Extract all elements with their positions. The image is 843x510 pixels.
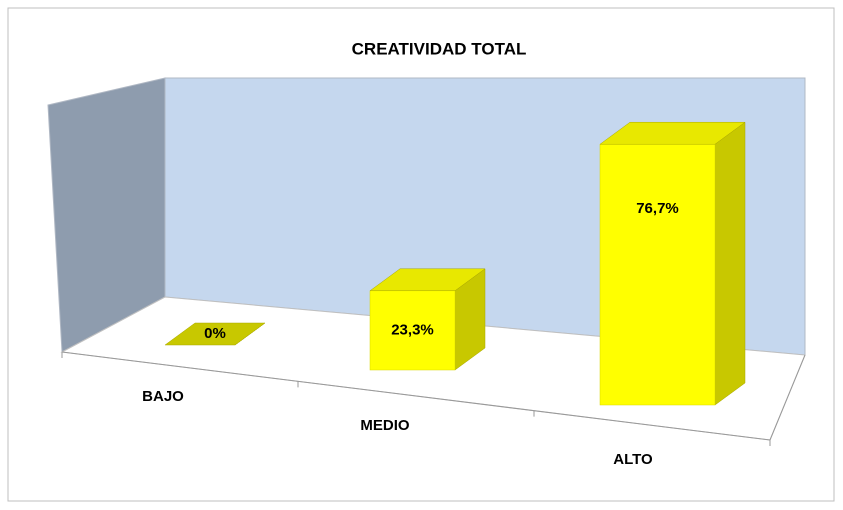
x-tick-label: MEDIO (360, 417, 410, 434)
bar (369, 290, 456, 371)
x-axis (61, 351, 771, 441)
chart-title: CREATIVIDAD TOTAL (352, 39, 527, 58)
bar (599, 143, 716, 406)
x-tick-label: BAJO (142, 388, 184, 405)
x-tick-label: ALTO (613, 451, 653, 468)
axis-edge (769, 354, 806, 441)
bar-top (599, 121, 746, 145)
value-label: 76,7% (636, 200, 679, 217)
bar-side (714, 121, 746, 406)
value-label: 23,3% (391, 321, 434, 338)
bar-top (164, 322, 266, 346)
value-label: 0% (204, 325, 226, 342)
bar-top (369, 268, 486, 292)
